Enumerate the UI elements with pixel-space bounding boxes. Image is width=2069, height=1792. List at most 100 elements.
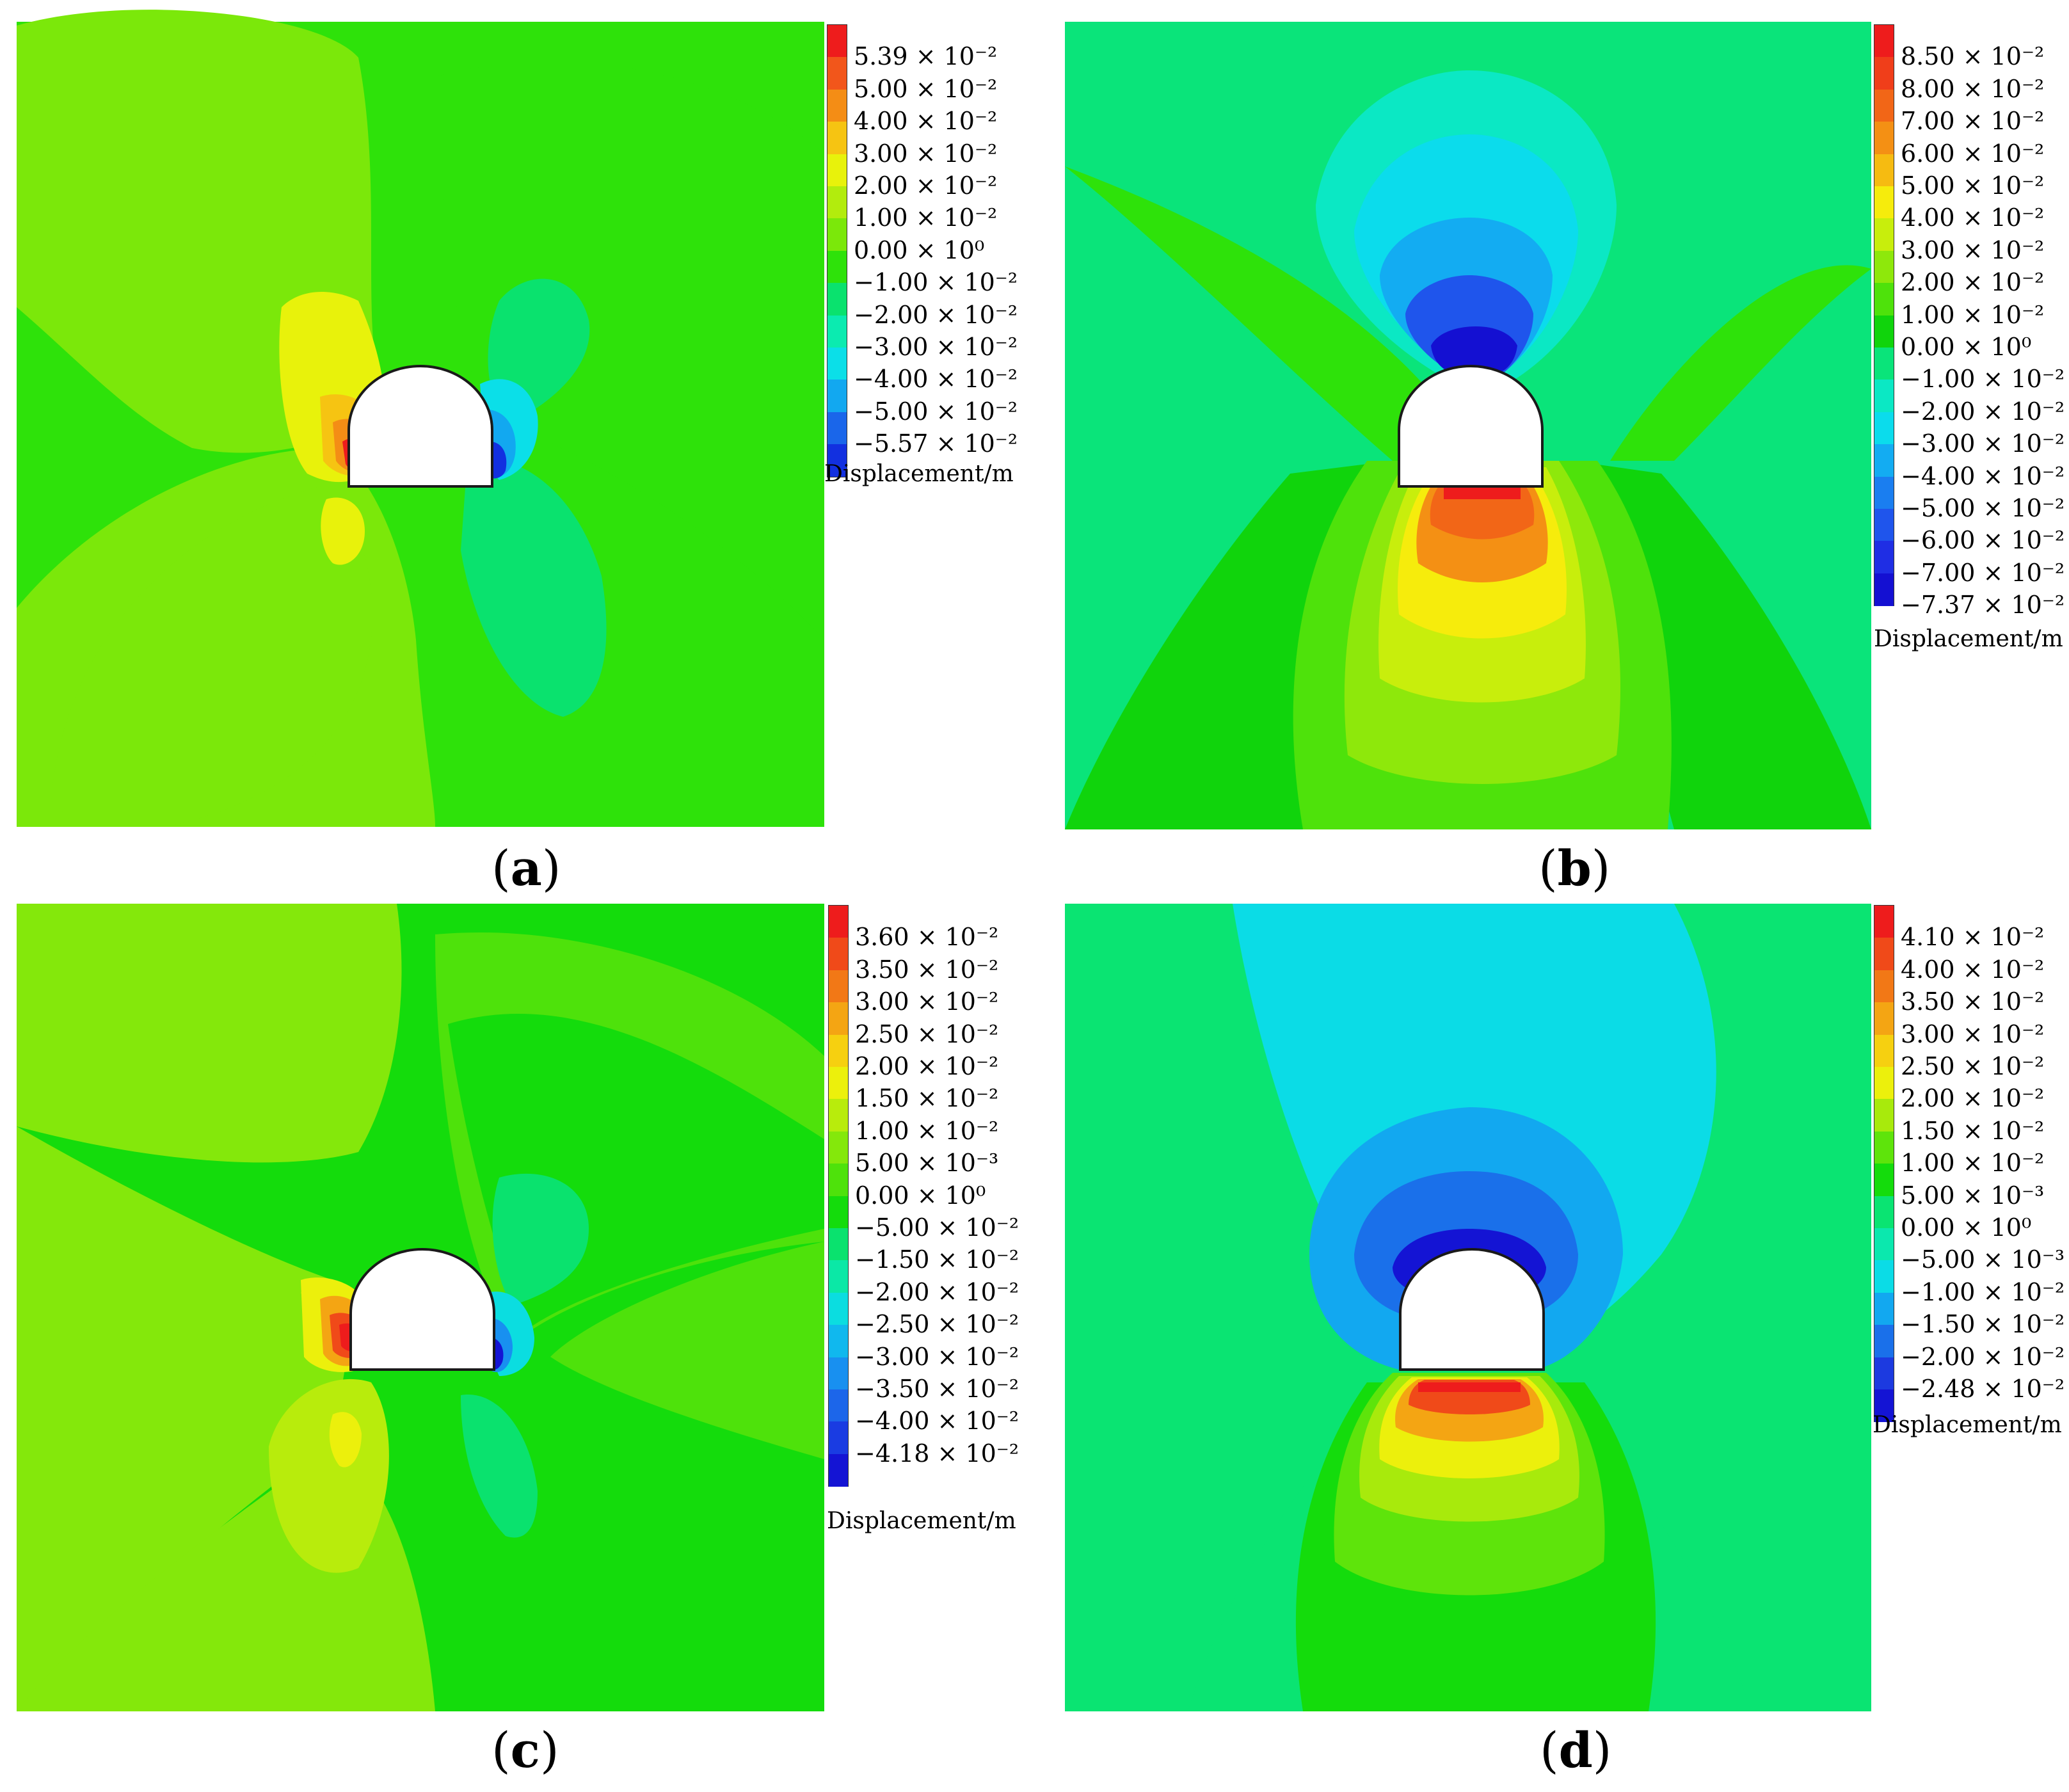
colorbar-tick-label: −5.00 × 10⁻²: [855, 1213, 1019, 1242]
colorbar-swatch: [1874, 906, 1894, 938]
colorbar-tick-label: −3.00 × 10⁻²: [855, 1342, 1019, 1371]
colorbar-tick-label: 3.00 × 10⁻²: [1901, 1020, 2045, 1048]
colorbar-tick-label: −1.50 × 10⁻²: [1901, 1310, 2065, 1339]
colorbar-tick-label: −5.00 × 10⁻²: [1901, 494, 2065, 522]
colorbar-swatch: [1874, 57, 1894, 90]
colorbar-swatch: [829, 1453, 848, 1487]
colorbar-swatch: [827, 154, 847, 187]
colorbar-tick-label: 3.50 × 10⁻²: [1901, 988, 2045, 1016]
colorbar-swatch: [827, 444, 847, 477]
colorbar-swatch: [1874, 186, 1894, 219]
colorbar-swatch: [829, 906, 848, 938]
colorbar-swatch: [827, 283, 847, 316]
contour-plot-b: [1065, 22, 1871, 829]
colorbar-tick-label: −4.18 × 10⁻²: [855, 1439, 1019, 1468]
colorbar-swatch: [827, 89, 847, 122]
colorbar-swatch: [1874, 1357, 1894, 1390]
caption-a: (a): [491, 840, 561, 897]
colorbar-swatch: [829, 938, 848, 971]
colorbar-swatch: [829, 1292, 848, 1325]
colorbar-tick-label: 5.00 × 10⁻²: [854, 74, 998, 103]
legend-title-d: Displacement/m: [1873, 1412, 2062, 1438]
colorbar-swatch: [829, 1034, 848, 1068]
panel-c: 3.60 × 10⁻² 3.50 × 10⁻² 3.00 × 10⁻² 2.50 × …: [0, 896, 1034, 1792]
colorbar-tick-label: −4.00 × 10⁻²: [855, 1407, 1019, 1436]
colorbar-tick-label: −1.00 × 10⁻²: [854, 268, 1018, 297]
colorbar-swatch: [829, 1389, 848, 1422]
colorbar-tick-label: 2.50 × 10⁻²: [855, 1020, 999, 1048]
colorbar-swatch: [1874, 1260, 1894, 1293]
colorbar-swatch: [829, 1260, 848, 1293]
legend-title-b: Displacement/m: [1874, 626, 2063, 652]
colorbar-tick-label: 1.00 × 10⁻²: [854, 204, 998, 232]
colorbar-tick-label: 2.00 × 10⁻²: [1901, 268, 2045, 297]
panel-b: 8.50 × 10⁻² 8.00 × 10⁻² 7.00 × 10⁻² 6.00 × …: [1034, 0, 2069, 897]
colorbar-swatch: [827, 218, 847, 252]
colorbar-tick-label: 8.50 × 10⁻²: [1901, 42, 2045, 71]
colorbar-swatch: [1874, 380, 1894, 413]
colorbar-swatch: [1874, 1389, 1894, 1422]
colorbar-tick-label: 3.00 × 10⁻²: [1901, 236, 2045, 264]
colorbar-frame: [828, 905, 849, 1487]
colorbar-tick-label: −3.50 × 10⁻²: [855, 1375, 1019, 1403]
colorbar-swatch: [829, 1325, 848, 1358]
colorbar-swatch: [1874, 970, 1894, 1003]
colorbar-frame: [1874, 24, 1894, 607]
colorbar-swatch: [1874, 315, 1894, 348]
colorbar-tick-label: −3.00 × 10⁻²: [854, 333, 1018, 361]
colorbar-tick-label: −1.00 × 10⁻²: [1901, 1277, 2065, 1306]
colorbar-tick-label: 5.39 × 10⁻²: [854, 42, 998, 71]
colorbar-swatch: [1874, 348, 1894, 380]
colorbar-tick-label: 2.00 × 10⁻²: [854, 172, 998, 200]
colorbar-tick-label: −4.00 × 10⁻²: [854, 365, 1018, 394]
colorbar-swatch: [1874, 1002, 1894, 1036]
colorbar-swatch: [829, 1357, 848, 1390]
colorbar-swatch: [829, 1228, 848, 1261]
colorbar-frame: [827, 24, 847, 477]
colorbar-tick-label: −5.00 × 10⁻²: [854, 397, 1018, 426]
colorbar-tick-label: 4.00 × 10⁻²: [1901, 955, 2045, 984]
colorbar-swatch: [1874, 509, 1894, 541]
colorbar-tick-label: 4.00 × 10⁻²: [1901, 204, 2045, 232]
colorbar-tick-label: 8.00 × 10⁻²: [1901, 74, 2045, 103]
legend-title-c: Displacement/m: [827, 1508, 1016, 1534]
colorbar-swatch: [1874, 1099, 1894, 1132]
colorbar-swatch: [829, 1164, 848, 1197]
colorbar-tick-label: 7.00 × 10⁻²: [1901, 107, 2045, 136]
caption-c: (c): [491, 1722, 559, 1779]
colorbar-swatch: [829, 1099, 848, 1132]
panel-a: 5.39 × 10⁻² 5.00 × 10⁻² 4.00 × 10⁻² 3.00 × …: [0, 0, 1034, 897]
contour-plot-a: [17, 10, 824, 827]
colorbar-tick-label: −2.48 × 10⁻²: [1901, 1375, 2065, 1403]
colorbar-swatch: [829, 970, 848, 1003]
colorbar-swatch: [1874, 541, 1894, 574]
colorbar-tick-label: 1.50 × 10⁻²: [855, 1084, 999, 1113]
colorbar-tick-label: 4.00 × 10⁻²: [854, 107, 998, 136]
colorbar-swatch: [1874, 283, 1894, 316]
caption-b: (b): [1538, 840, 1611, 897]
colorbar-tick-label: 2.00 × 10⁻²: [855, 1052, 999, 1080]
colorbar-tick-label: 3.00 × 10⁻²: [854, 139, 998, 168]
colorbar-tick-label: 1.00 × 10⁻²: [1901, 300, 2045, 329]
colorbar-swatch: [1874, 154, 1894, 187]
colorbar-swatch: [829, 1131, 848, 1164]
colorbar-tick-label: −7.37 × 10⁻²: [1901, 591, 2065, 620]
colorbar-tick-label: −2.00 × 10⁻²: [1901, 1342, 2065, 1371]
colorbar-swatch: [1874, 122, 1894, 155]
colorbar-tick-label: 5.00 × 10⁻³: [1901, 1181, 2045, 1210]
colorbar-tick-label: −7.00 × 10⁻²: [1901, 558, 2065, 587]
colorbar-tick-label: 5.00 × 10⁻²: [1901, 172, 2045, 200]
colorbar-swatch: [1874, 250, 1894, 284]
colorbar-swatch: [1874, 444, 1894, 477]
colorbar-tick-label: 3.50 × 10⁻²: [855, 955, 999, 984]
colorbar-tick-label: 3.00 × 10⁻²: [855, 988, 999, 1016]
colorbar-frame: [1874, 905, 1894, 1423]
colorbar-tick-label: 0.00 × 10⁰: [1901, 1213, 2032, 1242]
caption-d: (d): [1540, 1722, 1612, 1779]
colorbar-tick-label: 4.10 × 10⁻²: [1901, 923, 2045, 952]
colorbar-tick-label: 2.50 × 10⁻²: [1901, 1052, 2045, 1080]
colorbar-swatch: [1874, 573, 1894, 606]
legend-title-a: Displacement/m: [824, 461, 1014, 487]
colorbar-swatch: [1874, 25, 1894, 58]
colorbar-swatch: [1874, 1292, 1894, 1325]
